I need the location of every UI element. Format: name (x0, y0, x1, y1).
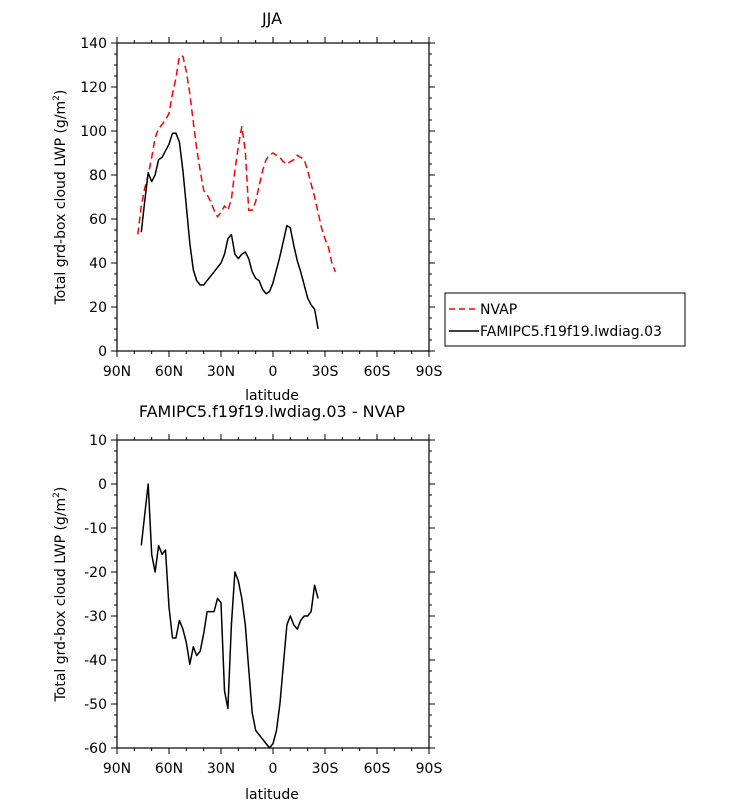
top-plot-frame (116, 42, 430, 352)
x-tick-label: 60N (155, 761, 183, 777)
top-y-axis-label: Total grd-box cloud LWP (g/m2) (52, 90, 69, 306)
legend-label-famipc5: FAMIPC5.f19f19.lwdiag.03 (480, 324, 662, 340)
y-tick-label: 40 (89, 256, 107, 272)
bottom-plot-frame (116, 439, 430, 749)
bottom-y-axis-label: Total grd-box cloud LWP (g/m2) (52, 487, 69, 703)
x-tick-label: 0 (269, 761, 278, 777)
y-tick-label: 0 (98, 477, 107, 493)
bottom-chart-title: FAMIPC5.f19f19.lwdiag.03 - NVAP (139, 402, 406, 421)
x-tick-label: 30S (312, 364, 339, 380)
x-tick-label: 30N (207, 761, 235, 777)
x-tick-label: 60N (155, 364, 183, 380)
x-tick-label: 90S (416, 364, 443, 380)
y-tick-label: -30 (84, 609, 107, 625)
y-tick-label: 0 (98, 344, 107, 360)
top-chart-title: JJA (261, 9, 282, 28)
bottom-series (140, 483, 319, 749)
series-line-nvap (137, 55, 337, 273)
y-tick-label: 20 (89, 300, 107, 316)
x-tick-label: 90N (103, 761, 131, 777)
y-tick-label: 60 (89, 212, 107, 228)
y-tick-label: 120 (80, 80, 107, 96)
x-tick-label: 60S (364, 364, 391, 380)
series-line-difference (140, 483, 319, 749)
x-tick-label: 30N (207, 364, 235, 380)
series-line-famipc5-f19f19-lwdiag-03 (140, 132, 319, 330)
bottom-x-ticks: 90N 60N 30N 0 30S 60S 90S (103, 434, 443, 777)
top-series (137, 55, 337, 330)
y-tick-label: -50 (84, 697, 107, 713)
x-tick-label: 90N (103, 364, 131, 380)
bottom-y-ticks: -60 -50 -40 -30 -20 -10 0 10 (84, 433, 435, 757)
x-tick-label: 90S (416, 761, 443, 777)
y-tick-label: -20 (84, 565, 107, 581)
legend-box (444, 292, 686, 347)
y-tick-label: 100 (80, 124, 107, 140)
y-tick-label: 140 (80, 36, 107, 52)
top-y-ticks: 0 20 40 60 80 100 120 140 (80, 36, 435, 360)
x-tick-label: 0 (269, 364, 278, 380)
legend: NVAP FAMIPC5.f19f19.lwdiag.03 (444, 292, 686, 347)
y-tick-label: -40 (84, 653, 107, 669)
legend-label-nvap: NVAP (480, 302, 517, 318)
x-tick-label: 60S (364, 761, 391, 777)
x-tick-label: 30S (312, 761, 339, 777)
top-x-axis-label: latitude (245, 388, 299, 404)
y-tick-label: 80 (89, 168, 107, 184)
bottom-panel: FAMIPC5.f19f19.lwdiag.03 - NVAP -60 -50 -4… (52, 402, 442, 803)
y-tick-label: -10 (84, 521, 107, 537)
y-tick-label: -60 (84, 741, 107, 757)
bottom-x-axis-label: latitude (245, 787, 299, 803)
top-x-ticks: 90N 60N 30N 0 30S 60S 90S (103, 37, 443, 380)
y-tick-label: 10 (89, 433, 107, 449)
